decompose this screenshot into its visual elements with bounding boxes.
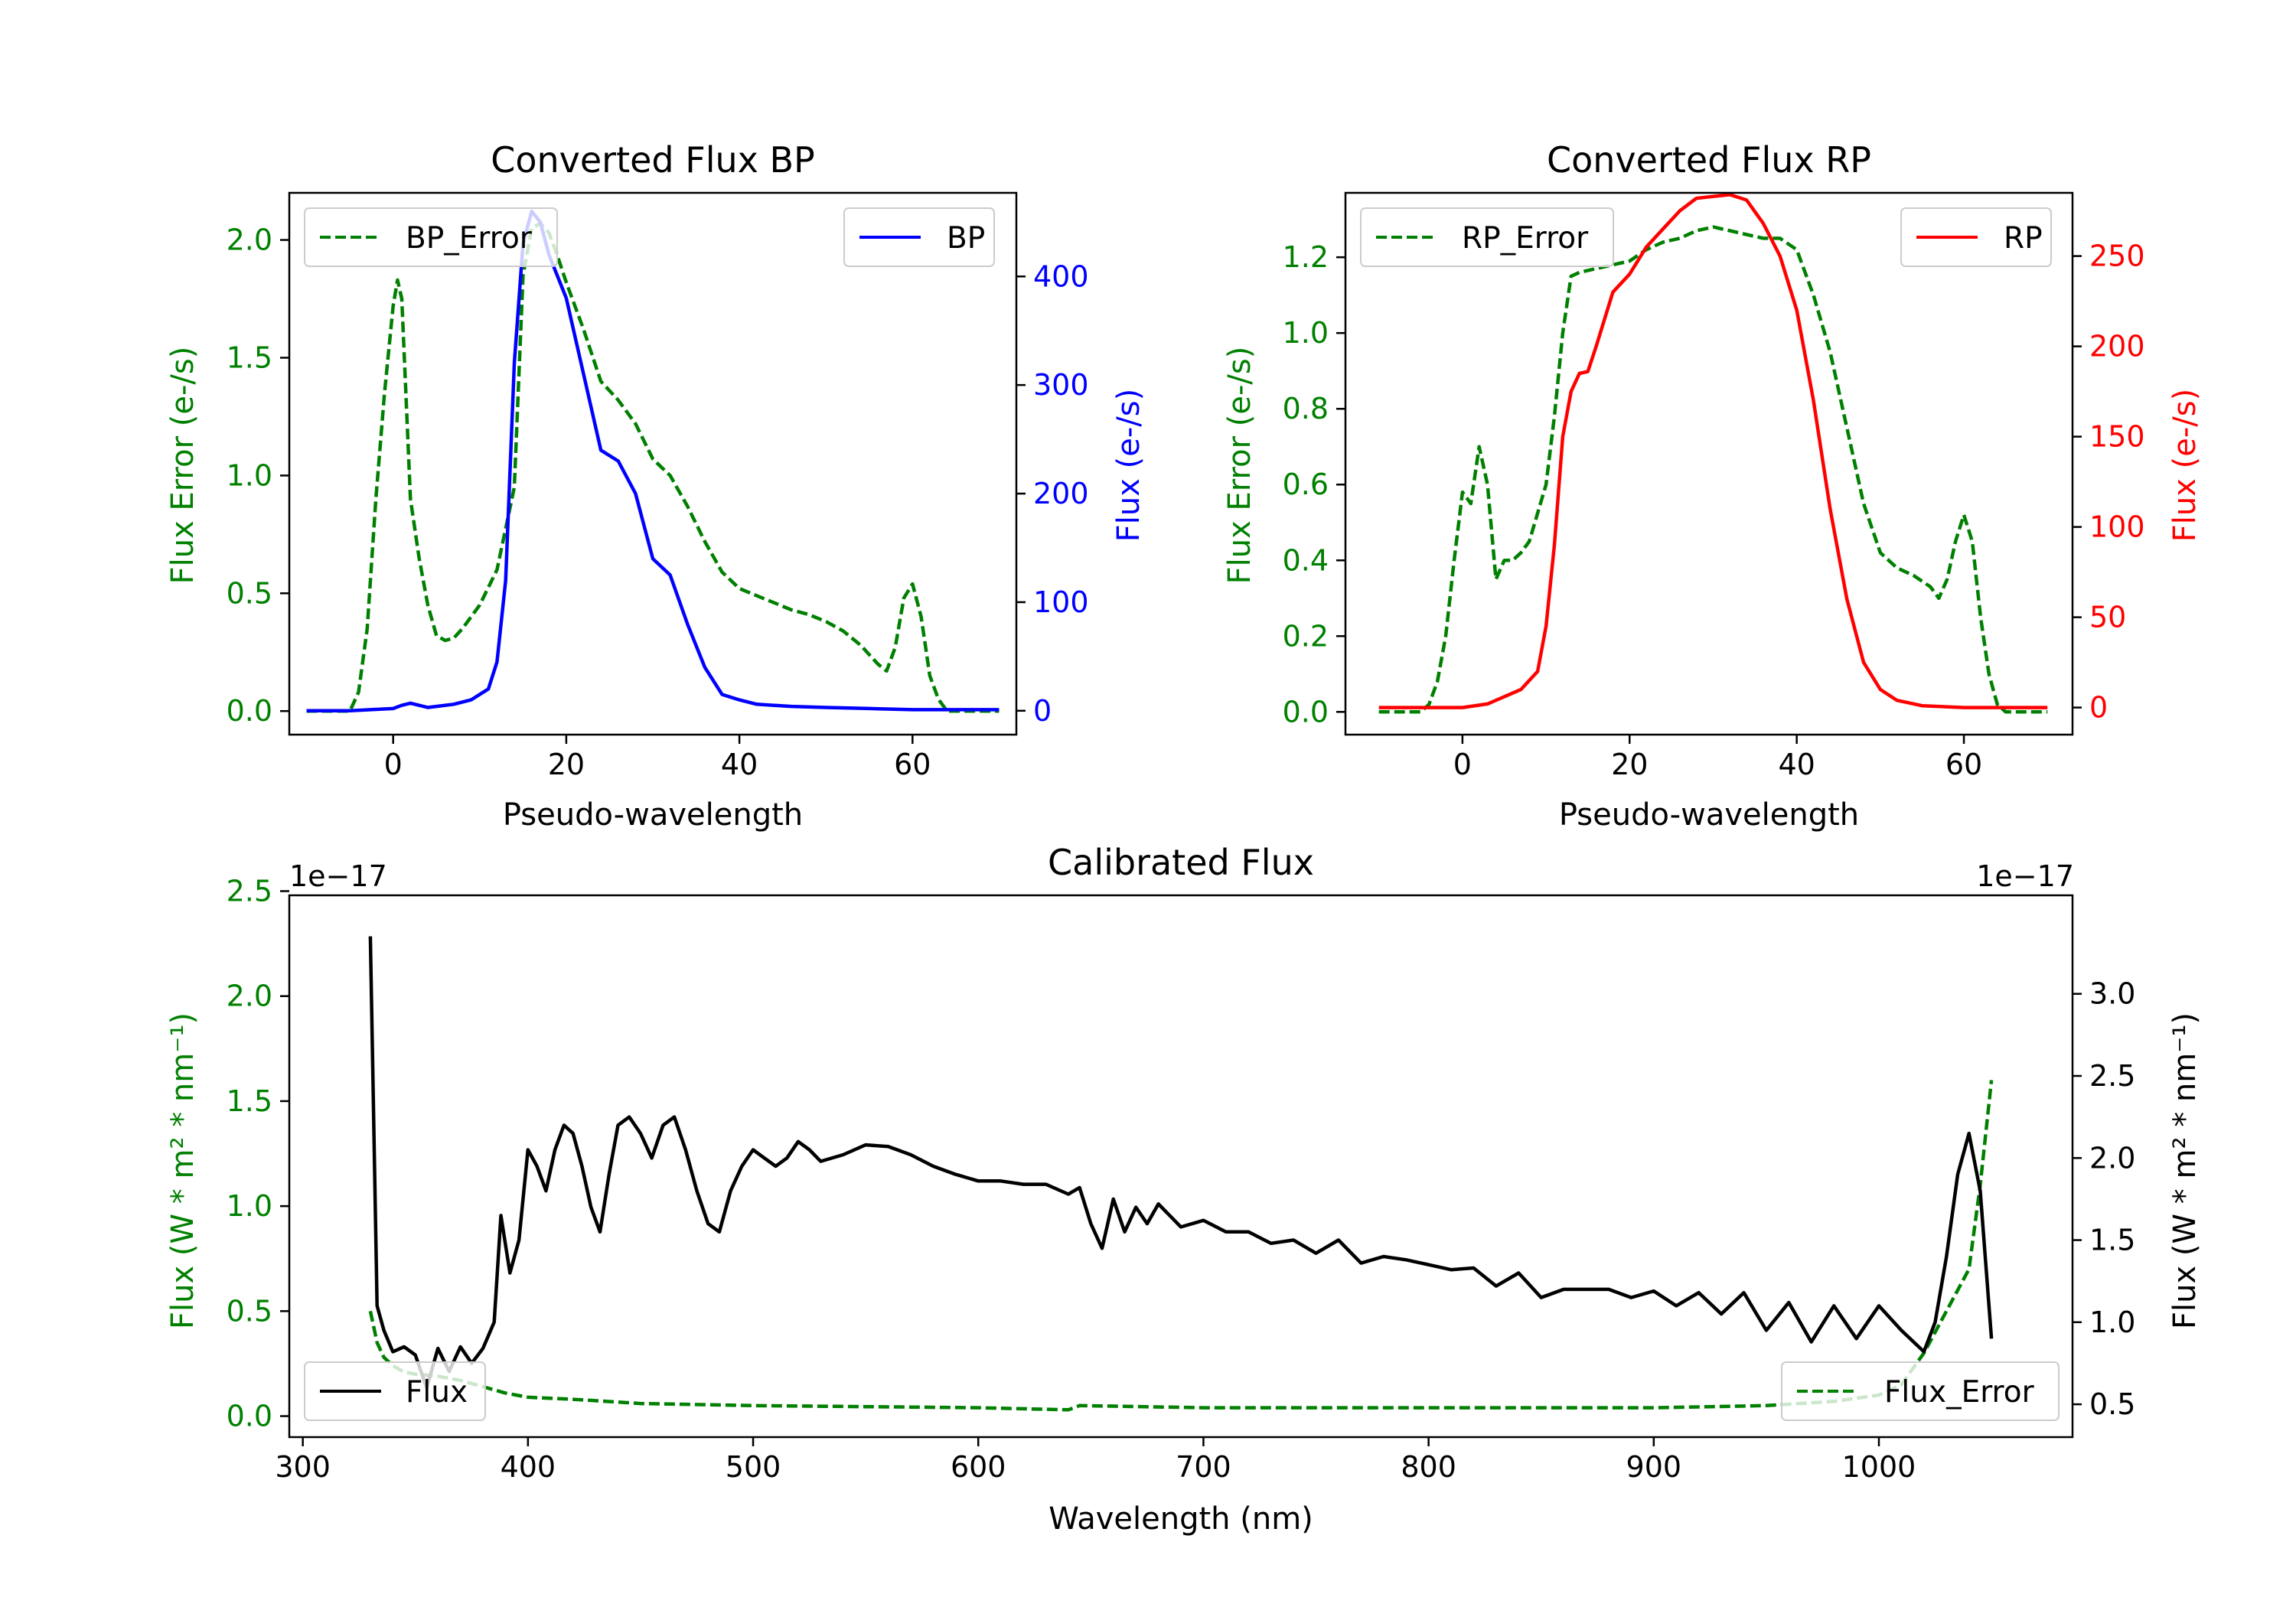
rp-panel: Converted Flux RP Pseudo-wavelength Flux…	[1222, 139, 2203, 833]
calibrated-legend-left: Flux	[304, 1361, 486, 1421]
rp-legend-right: RP	[1900, 207, 2052, 267]
calibrated-left-tick-label: 2.0	[227, 980, 272, 1013]
calibrated-right-tick-label: 0.5	[2089, 1387, 2135, 1421]
bp-right-tick-label: 100	[1033, 585, 1089, 619]
calibrated-legend-right-label: Flux_Error	[1884, 1375, 2035, 1410]
bp-plot-frame	[288, 191, 1018, 736]
rp-x-tick-label: 40	[1778, 748, 1815, 781]
rp-right-tick-label: 50	[2089, 601, 2126, 634]
rp-legend-left: RP_Error	[1360, 207, 1614, 267]
calibrated-panel: Calibrated Flux Wavelength (nm) Flux (W …	[165, 842, 2203, 1537]
rp-legend-left-label: RP_Error	[1462, 221, 1589, 256]
bp-x-tick-label: 60	[894, 748, 931, 781]
calibrated-x-tick-label: 400	[501, 1450, 556, 1484]
calibrated-x-tick-label: 600	[951, 1450, 1006, 1484]
calibrated-x-tick-label: 300	[275, 1450, 331, 1484]
calibrated-series-flux	[368, 936, 1994, 1390]
calibrated-right-tick-label: 2.5	[2089, 1059, 2135, 1093]
calibrated-x-tick-label: 900	[1626, 1450, 1682, 1484]
bp-series-group	[306, 209, 1000, 713]
calibrated-left-exponent: 1e−17	[289, 859, 387, 893]
bp-series-bp	[306, 209, 1000, 713]
calibrated-x-tick-label: 1000	[1842, 1450, 1916, 1484]
calibrated-left-tick-label: 2.5	[227, 875, 272, 908]
rp-legend-right-label: RP	[2004, 221, 2043, 256]
bp-legend-right-label: BP	[947, 221, 985, 256]
calibrated-left-tick-label: 0.5	[227, 1294, 272, 1328]
bp-panel: Converted Flux BP Pseudo-wavelength Flux…	[165, 139, 1146, 833]
calibrated-plot-frame	[288, 894, 2074, 1439]
calibrated-left-tick-label: 1.0	[227, 1189, 272, 1223]
bp-left-tick-label: 2.0	[227, 223, 272, 257]
calibrated-x-tick-label: 500	[726, 1450, 781, 1484]
bp-title: Converted Flux BP	[491, 139, 815, 181]
bp-left-tick-label: 1.5	[227, 341, 272, 374]
rp-right-tick-label: 0	[2089, 691, 2108, 725]
rp-left-tick-label: 0.8	[1283, 392, 1329, 425]
rp-legend-left-box	[1360, 207, 1614, 267]
bp-right-tick-label: 400	[1033, 259, 1089, 293]
bp-left-tick-label: 0.5	[227, 576, 272, 610]
rp-left-axis-label: Flux Error (e-/s)	[1222, 347, 1257, 585]
calibrated-right-tick-label: 1.0	[2089, 1305, 2135, 1339]
rp-right-tick-label: 250	[2089, 240, 2145, 273]
calibrated-right-axis-label: Flux (W * m² * nm⁻¹)	[2167, 1012, 2203, 1329]
rp-left-tick-label: 0.0	[1283, 695, 1329, 729]
calibrated-x-tick-label: 700	[1176, 1450, 1231, 1484]
bp-x-tick-label: 0	[384, 748, 403, 781]
rp-right-tick-label: 200	[2089, 330, 2145, 363]
bp-x-tick-label: 40	[721, 748, 758, 781]
calibrated-title: Calibrated Flux	[1048, 842, 1314, 883]
bp-x-axis-label: Pseudo-wavelength	[503, 797, 803, 833]
bp-right-axis-label: Flux (e-/s)	[1111, 389, 1146, 542]
rp-series-rp	[1378, 193, 2048, 709]
rp-series-group	[1378, 193, 2048, 714]
calibrated-right-tick-label: 1.5	[2089, 1224, 2135, 1257]
bp-left-tick-label: 1.0	[227, 458, 272, 492]
calibrated-legend-right: Flux_Error	[1781, 1361, 2060, 1421]
rp-left-tick-label: 0.6	[1283, 468, 1329, 501]
calibrated-left-tick-label: 0.0	[227, 1400, 272, 1433]
bp-right-tick-label: 0	[1033, 694, 1052, 728]
rp-x-tick-label: 20	[1611, 748, 1648, 781]
rp-x-axis-label: Pseudo-wavelength	[1559, 797, 1859, 833]
bp-x-tick-label: 20	[548, 748, 585, 781]
rp-x-tick-label: 60	[1945, 748, 1982, 781]
bp-series-bp-error	[306, 221, 1000, 713]
bp-legend-left-box	[304, 207, 558, 267]
rp-right-axis-label: Flux (e-/s)	[2167, 389, 2203, 542]
rp-title: Converted Flux RP	[1547, 139, 1871, 181]
rp-left-tick-label: 1.0	[1283, 316, 1329, 350]
calibrated-right-tick-label: 3.0	[2089, 977, 2135, 1011]
rp-left-tick-label: 1.2	[1283, 240, 1329, 274]
calibrated-x-tick-label: 800	[1401, 1450, 1456, 1484]
rp-x-tick-label: 0	[1453, 748, 1472, 781]
rp-series-rp-error	[1378, 225, 2048, 714]
calibrated-left-tick-label: 1.5	[227, 1084, 272, 1118]
rp-right-tick-label: 150	[2089, 420, 2145, 454]
calibrated-left-axis-label: Flux (W * m² * nm⁻¹)	[165, 1012, 201, 1329]
calibrated-right-exponent: 1e−17	[1976, 859, 2074, 893]
calibrated-right-tick-label: 2.0	[2089, 1141, 2135, 1175]
bp-legend-left-label: BP_Error	[406, 221, 533, 256]
bp-left-axis-label: Flux Error (e-/s)	[165, 347, 201, 585]
rp-right-tick-label: 100	[2089, 510, 2145, 544]
rp-left-tick-label: 0.4	[1283, 543, 1329, 577]
rp-plot-frame	[1344, 191, 2074, 736]
calibrated-legend-left-label: Flux	[406, 1375, 468, 1410]
calibrated-legend-right-box	[1781, 1361, 2060, 1421]
rp-left-tick-label: 0.2	[1283, 619, 1329, 653]
calibrated-x-axis-label: Wavelength (nm)	[1049, 1501, 1313, 1537]
bp-legend-right: BP	[843, 207, 995, 267]
bp-right-tick-label: 200	[1033, 477, 1089, 510]
bp-legend-left: BP_Error	[304, 207, 558, 267]
bp-left-tick-label: 0.0	[227, 694, 272, 728]
bp-right-tick-label: 300	[1033, 368, 1089, 402]
calibrated-legend-left-box	[304, 1361, 486, 1421]
